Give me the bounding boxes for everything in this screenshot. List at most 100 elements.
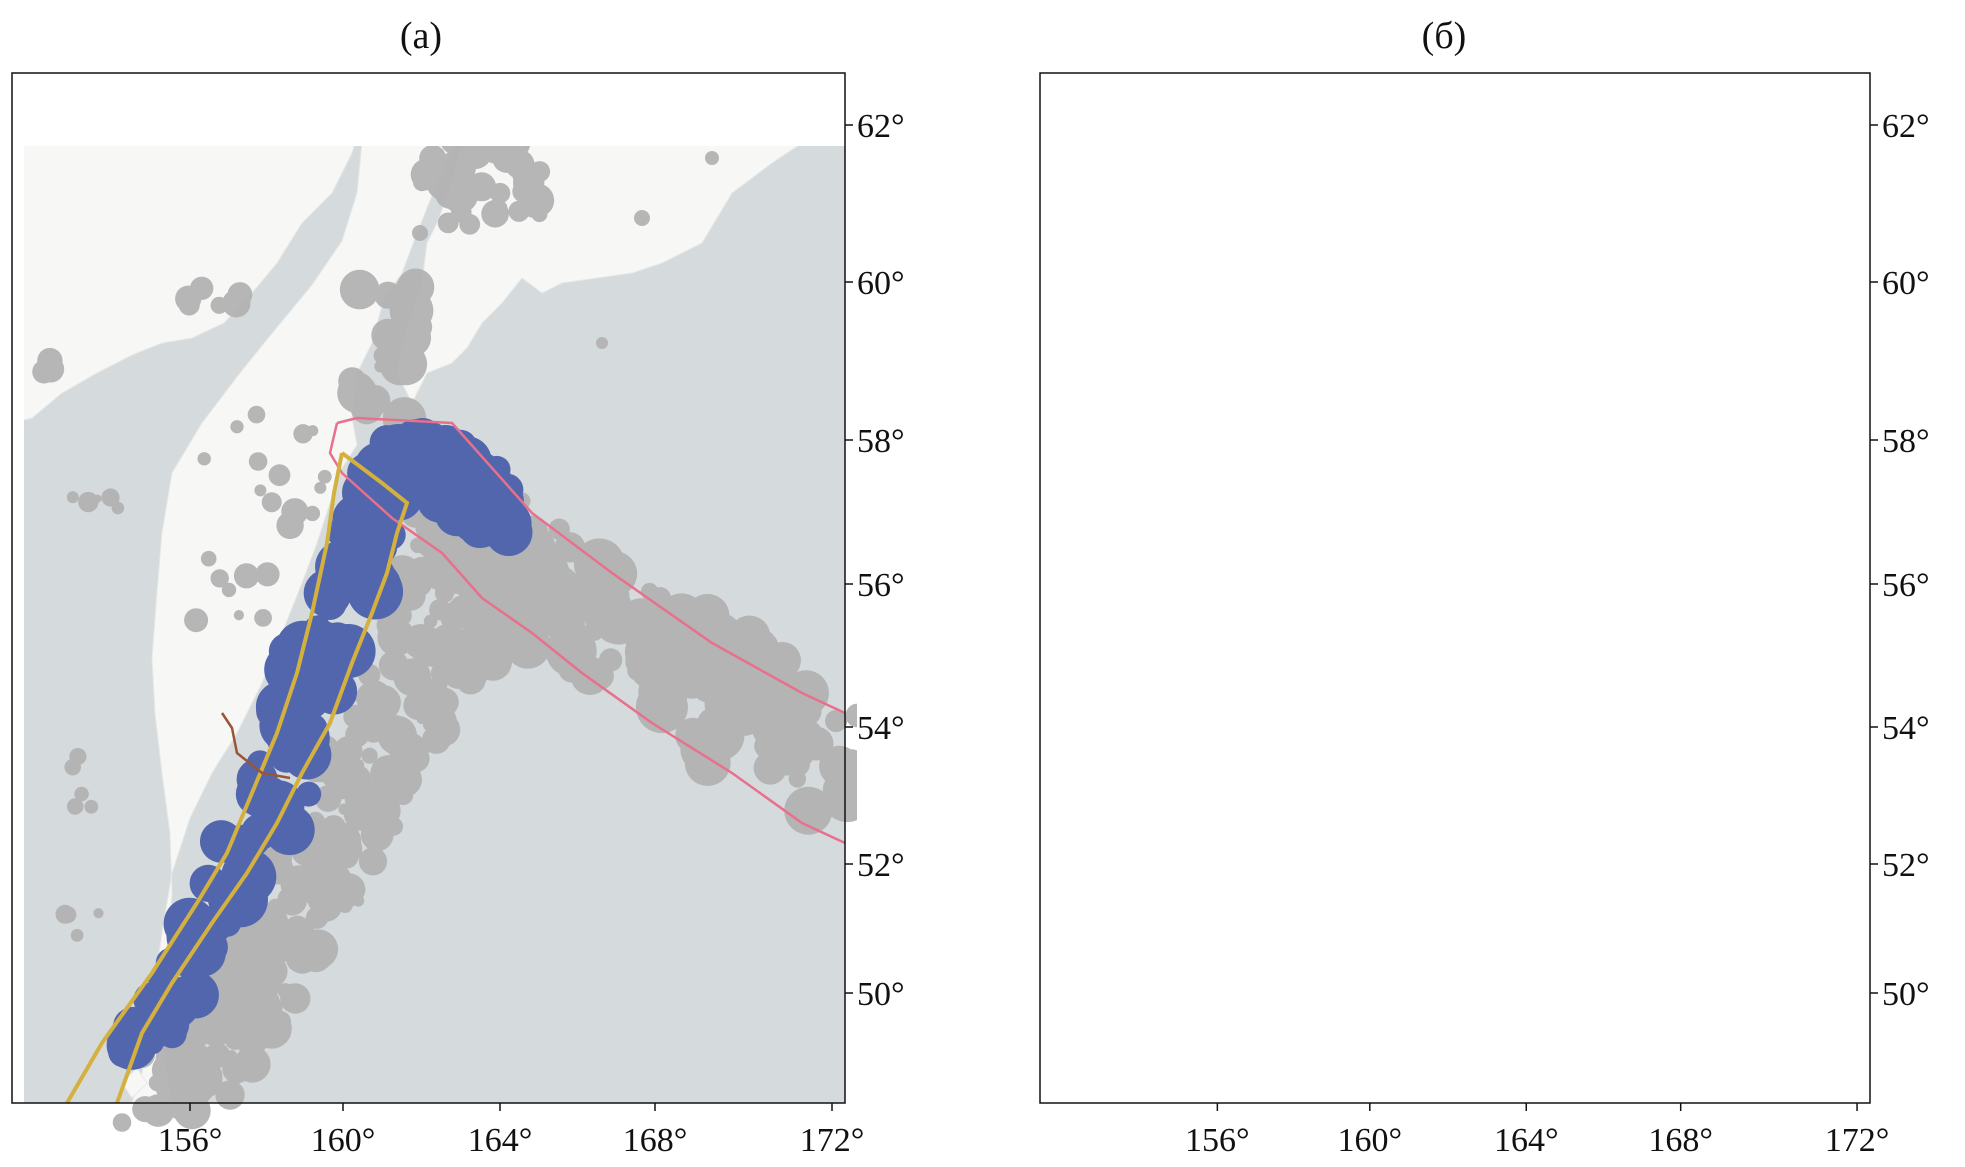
event-point bbox=[1318, 935, 1344, 961]
event-point bbox=[1262, 610, 1272, 620]
event-point bbox=[1459, 484, 1503, 528]
event-point bbox=[1335, 425, 1346, 436]
event-point bbox=[371, 768, 387, 785]
event-point bbox=[799, 726, 834, 761]
cluster-point bbox=[1339, 668, 1385, 714]
event-point bbox=[1309, 984, 1338, 1013]
event-point bbox=[1575, 101, 1589, 115]
event-point bbox=[1677, 588, 1698, 609]
event-point bbox=[1624, 580, 1656, 612]
event-point bbox=[1230, 936, 1240, 946]
event-point bbox=[1462, 504, 1510, 552]
event-point bbox=[1099, 929, 1111, 941]
event-point bbox=[1546, 516, 1576, 546]
event-point bbox=[1219, 277, 1241, 299]
event-point bbox=[1480, 203, 1500, 223]
event-point bbox=[1727, 679, 1749, 701]
cluster-point bbox=[1200, 972, 1247, 1019]
event-point bbox=[1341, 823, 1360, 842]
lat-tick-label: 60° bbox=[1882, 265, 1930, 302]
event-point bbox=[1405, 613, 1429, 637]
event-point bbox=[1476, 522, 1505, 551]
event-point bbox=[1550, 554, 1597, 601]
event-point bbox=[1761, 629, 1806, 674]
event-point bbox=[1439, 684, 1456, 701]
event-point bbox=[1410, 623, 1438, 651]
event-point bbox=[1624, 555, 1652, 583]
event-point bbox=[1367, 766, 1380, 779]
event-point bbox=[1690, 675, 1705, 690]
event-point bbox=[443, 658, 474, 689]
event-point bbox=[1698, 689, 1715, 706]
event-point bbox=[1783, 752, 1814, 783]
event-point bbox=[1214, 1062, 1250, 1098]
event-point bbox=[1257, 1011, 1286, 1040]
cluster-point bbox=[1313, 633, 1363, 683]
event-point bbox=[1587, 655, 1614, 682]
event-point bbox=[1558, 162, 1578, 182]
event-point bbox=[1212, 1045, 1241, 1074]
event-point bbox=[1544, 595, 1555, 606]
cluster-point bbox=[1247, 833, 1276, 862]
event-point bbox=[1484, 665, 1513, 694]
event-point bbox=[1374, 814, 1384, 824]
event-point bbox=[1279, 823, 1315, 859]
event-point bbox=[1274, 1047, 1291, 1064]
event-point bbox=[1816, 741, 1829, 754]
event-point bbox=[1486, 559, 1526, 599]
event-point bbox=[1190, 1039, 1212, 1061]
event-point bbox=[1658, 622, 1707, 671]
cluster-point bbox=[1316, 742, 1341, 767]
event-point bbox=[1360, 834, 1389, 863]
event-point bbox=[1229, 988, 1247, 1006]
event-point bbox=[1660, 649, 1688, 677]
event-point bbox=[596, 337, 608, 349]
lon-tick-label: 160° bbox=[1338, 1122, 1403, 1159]
event-point bbox=[1312, 827, 1343, 858]
event-point bbox=[1624, 598, 1669, 643]
event-point bbox=[1510, 201, 1536, 227]
event-point bbox=[1239, 570, 1256, 587]
event-point bbox=[1550, 584, 1564, 598]
event-point bbox=[1579, 584, 1592, 597]
cluster-point bbox=[1347, 622, 1384, 659]
lat-tick-label: 58° bbox=[857, 423, 905, 460]
event-point bbox=[1432, 437, 1446, 451]
event-point bbox=[1395, 686, 1428, 719]
event-point bbox=[1380, 393, 1410, 423]
lat-tick-label: 54° bbox=[857, 710, 905, 747]
cluster-point bbox=[1376, 560, 1429, 613]
event-point bbox=[1088, 907, 1104, 923]
cluster-point bbox=[1161, 983, 1195, 1017]
event-point bbox=[1263, 564, 1287, 588]
event-point bbox=[1435, 558, 1465, 588]
event-point bbox=[1369, 271, 1407, 309]
event-point bbox=[1494, 522, 1537, 565]
event-point bbox=[1678, 686, 1709, 717]
event-point bbox=[261, 492, 282, 513]
event-point bbox=[1586, 646, 1607, 667]
event-point bbox=[1405, 693, 1424, 712]
event-point bbox=[1532, 504, 1552, 524]
event-point bbox=[190, 276, 214, 300]
event-point bbox=[1848, 747, 1887, 786]
cluster-point bbox=[1492, 496, 1528, 532]
event-point bbox=[1744, 667, 1758, 681]
event-point bbox=[1546, 552, 1577, 583]
event-point bbox=[1700, 58, 1719, 77]
event-point bbox=[1781, 668, 1829, 716]
event-point bbox=[1184, 1049, 1202, 1067]
cluster-point bbox=[1401, 424, 1451, 474]
event-point bbox=[1183, 1064, 1219, 1100]
cluster-point bbox=[1381, 527, 1409, 555]
event-point bbox=[359, 385, 391, 416]
event-point bbox=[1224, 1047, 1237, 1060]
event-point bbox=[1814, 788, 1860, 834]
event-point bbox=[1750, 705, 1768, 723]
event-point bbox=[1491, 565, 1536, 610]
cluster-point bbox=[1338, 622, 1370, 654]
event-point bbox=[1530, 590, 1560, 620]
event-point bbox=[1733, 151, 1746, 164]
event-point bbox=[1133, 497, 1141, 505]
event-point bbox=[1531, 579, 1552, 600]
